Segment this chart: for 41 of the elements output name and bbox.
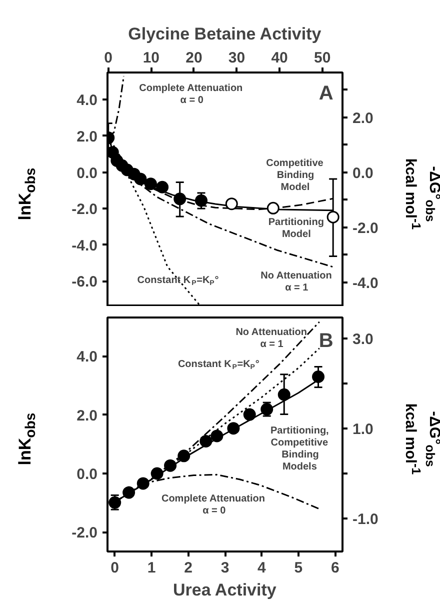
x-tick-label: 0 xyxy=(110,560,120,576)
x-tick-label: 0 xyxy=(104,50,113,66)
x-tick-label: 30 xyxy=(228,50,246,66)
y-tick-label: -2.0 xyxy=(72,524,98,542)
y2-tick-label: -4.0 xyxy=(352,274,378,292)
x-tick-label: 2 xyxy=(184,560,192,576)
x-tick-label: 4 xyxy=(258,560,267,576)
annotation: Competitive Binding Model xyxy=(266,158,324,193)
x-tick-label: 3 xyxy=(220,560,230,576)
y2-tick-label: 1.0 xyxy=(352,421,374,438)
y-tick-label: 2.0 xyxy=(76,128,98,146)
annotation: Partitioning, Competitive Binding Models xyxy=(270,426,330,473)
annotation: A xyxy=(318,82,334,105)
y2-tick-label: -2.0 xyxy=(352,220,378,237)
annotation: B xyxy=(318,330,334,352)
x-tick-label: 1 xyxy=(147,560,156,576)
x-tick-label: 6 xyxy=(330,560,340,576)
y-tick-label: -4.0 xyxy=(72,237,98,254)
y2-tick-label: -1.0 xyxy=(352,511,378,528)
x-tick-label: 40 xyxy=(271,50,288,66)
y2-tick-label: 2.0 xyxy=(352,110,374,127)
x-axis-title: Glycine Betaine Activity xyxy=(128,24,322,44)
y-tick-label: 2.0 xyxy=(76,407,98,424)
annotation: Complete Attenuation α = 0 xyxy=(161,494,265,517)
annotation: Partitioning Model xyxy=(268,217,324,240)
y-tick-label: -6.0 xyxy=(72,274,98,291)
x-tick-label: 5 xyxy=(294,560,303,576)
y-tick-label: 4.0 xyxy=(76,348,98,366)
x-tick-label: 50 xyxy=(314,50,331,66)
annotation: No Attenuation α = 1 xyxy=(260,270,332,294)
y-tick-label: 4.0 xyxy=(76,92,98,110)
y-tick-label: -2.0 xyxy=(72,201,98,218)
y2-tick-label: 3.0 xyxy=(352,331,374,348)
y-tick-label: 0.0 xyxy=(76,466,98,483)
x-tick-label: 20 xyxy=(186,50,202,66)
y-tick-label: 0.0 xyxy=(76,164,98,182)
y2-tick-label: 0.0 xyxy=(352,164,374,182)
annotation: No Attenuation α = 1 xyxy=(236,327,307,350)
annotation: Complete Attenuation α = 0 xyxy=(139,83,243,106)
x-axis-title: Urea Activity xyxy=(173,580,277,600)
x-tick-label: 10 xyxy=(142,50,160,66)
